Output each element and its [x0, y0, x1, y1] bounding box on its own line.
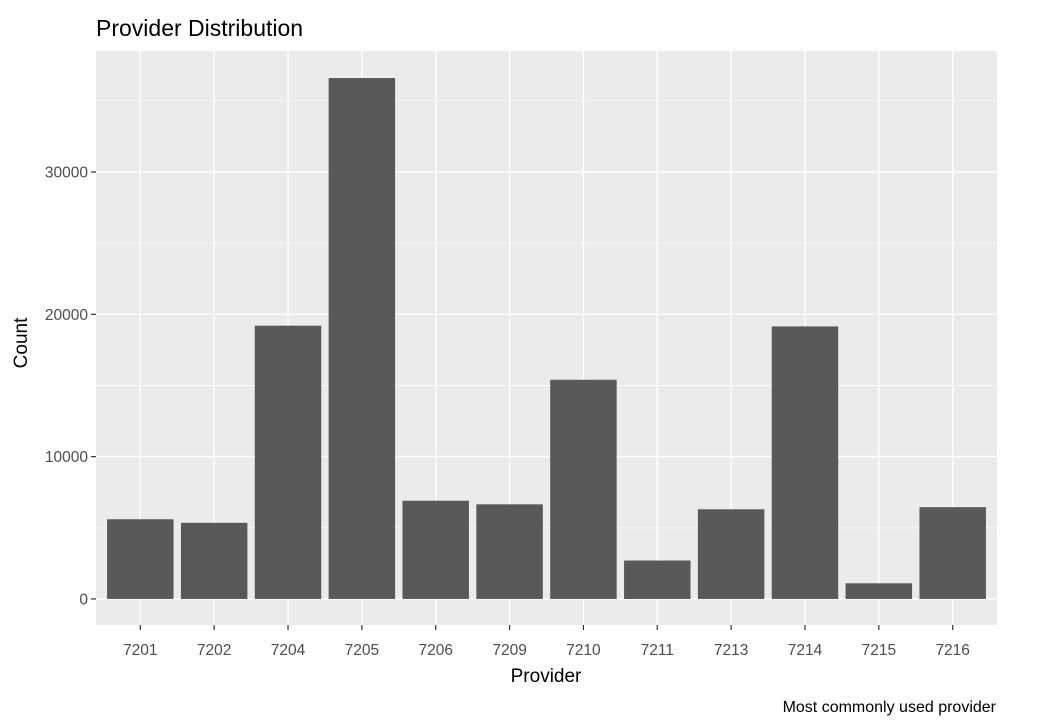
bars	[107, 78, 986, 599]
y-axis: 0 10000 20000 30000	[45, 164, 96, 608]
x-tick-label: 7215	[862, 642, 896, 659]
x-tick-label: 7206	[418, 642, 452, 659]
y-tick-label: 20000	[45, 307, 88, 324]
x-tick-label: 7216	[935, 642, 969, 659]
x-axis-title: Provider	[511, 666, 582, 687]
x-tick-label: 7201	[123, 642, 157, 659]
bar-7205	[328, 78, 396, 599]
bar-7204	[254, 325, 322, 599]
x-tick-label: 7202	[197, 642, 231, 659]
x-tick-label: 7204	[271, 642, 306, 659]
chart-title: Provider Distribution	[96, 15, 303, 41]
x-axis: 7201 7202 7204 7205 7206 7209 7210 7211 7213 7214…	[123, 625, 970, 659]
y-tick-label: 0	[79, 591, 88, 608]
bar-7209	[476, 504, 543, 599]
bar-7216	[919, 507, 986, 599]
bar-7206	[402, 500, 469, 599]
x-tick-label: 7209	[492, 642, 526, 659]
bar-7201	[107, 519, 174, 599]
y-axis-title: Count	[11, 317, 32, 368]
bar-7211	[624, 560, 691, 599]
bar-7215	[845, 583, 913, 599]
x-tick-label: 7214	[788, 642, 823, 659]
y-tick-label: 10000	[45, 449, 88, 466]
bar-7213	[697, 509, 765, 599]
bar-7214	[771, 326, 839, 599]
x-tick-label: 7213	[714, 642, 748, 659]
x-tick-label: 7210	[566, 642, 601, 659]
y-tick-label: 30000	[45, 164, 88, 181]
x-tick-label: 7205	[345, 642, 379, 659]
bar-7210	[550, 379, 617, 599]
x-tick-label: 7211	[641, 642, 674, 659]
chart-caption: Most commonly used provider	[783, 699, 997, 716]
bar-7202	[180, 522, 248, 599]
